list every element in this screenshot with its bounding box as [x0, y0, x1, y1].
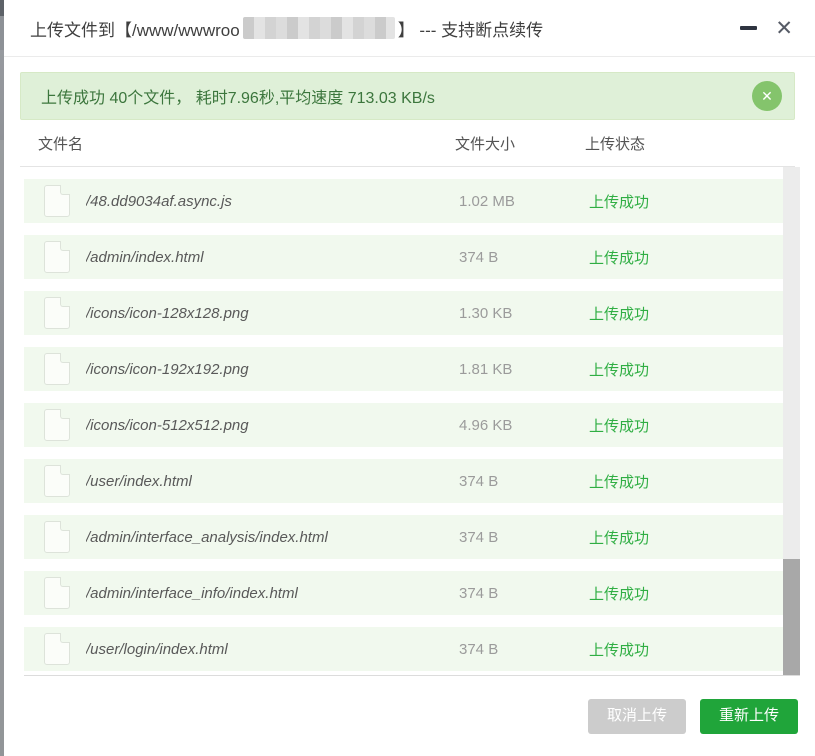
upload-success-banner: 上传成功 40个文件， 耗时7.96秒,平均速度 713.03 KB/s ✕: [20, 72, 795, 120]
file-size: 1.02 MB: [459, 192, 515, 210]
file-name: /user/login/index.html: [86, 640, 228, 658]
file-cell: /admin/interface_analysis/index.html: [24, 521, 459, 553]
dialog-title-prefix: 上传文件到【/www/wwwroo: [30, 20, 240, 40]
file-name: /user/index.html: [86, 472, 192, 490]
file-cell: /admin/interface_info/index.html: [24, 577, 459, 609]
file-table-header: 文件名 文件大小 上传状态: [20, 120, 795, 167]
file-cell: /icons/icon-192x192.png: [24, 353, 459, 385]
table-row: /48.dd9034af.async.js 1.02 MB 上传成功: [24, 179, 783, 223]
file-icon: [44, 185, 70, 217]
banner-close-button[interactable]: ✕: [752, 81, 782, 111]
table-row: /admin/interface_info/index.html 374 B 上…: [24, 571, 783, 615]
window-controls: ✕: [740, 18, 793, 39]
file-icon: [44, 521, 70, 553]
dialog-titlebar: 上传文件到【/www/wwwroo 】 --- 支持断点续传 ✕: [0, 0, 815, 57]
table-row: /admin/index.html 374 B 上传成功: [24, 235, 783, 279]
status-badge: 上传成功: [589, 305, 650, 323]
table-row: /user/index.html 374 B 上传成功: [24, 459, 783, 503]
file-cell: /user/login/index.html: [24, 633, 459, 665]
scrollbar-track[interactable]: [783, 167, 800, 675]
status-badge: 上传成功: [589, 361, 650, 379]
file-size: 4.96 KB: [459, 416, 513, 434]
status-badge: 上传成功: [589, 473, 650, 491]
file-icon: [44, 353, 70, 385]
file-cell: /48.dd9034af.async.js: [24, 185, 459, 217]
file-icon: [44, 241, 70, 273]
file-cell: /user/index.html: [24, 465, 459, 497]
table-row: /admin/interface_analysis/index.html 374…: [24, 515, 783, 559]
table-row: /icons/icon-192x192.png 1.81 KB 上传成功: [24, 347, 783, 391]
status-badge: 上传成功: [589, 193, 650, 211]
status-badge: 上传成功: [589, 249, 650, 267]
dialog-footer: 取消上传 重新上传: [0, 677, 815, 756]
file-icon: [44, 465, 70, 497]
file-size: 374 B: [459, 640, 499, 658]
table-row: /icons/icon-512x512.png 4.96 KB 上传成功: [24, 403, 783, 447]
table-row: /icons/icon-128x128.png 1.30 KB 上传成功: [24, 291, 783, 335]
dialog-title: 上传文件到【/www/wwwroo 】 --- 支持断点续传: [30, 16, 543, 41]
status-badge: 上传成功: [589, 417, 650, 435]
minimize-icon[interactable]: [740, 26, 758, 30]
status-badge: 上传成功: [589, 529, 650, 547]
file-size: 374 B: [459, 528, 499, 546]
header-filesize: 文件大小: [455, 135, 516, 153]
header-filename: 文件名: [38, 135, 84, 153]
file-cell: /icons/icon-512x512.png: [24, 409, 459, 441]
file-name: /icons/icon-512x512.png: [86, 416, 249, 434]
dialog-title-suffix: 】 --- 支持断点续传: [397, 20, 544, 40]
file-size: 1.81 KB: [459, 360, 513, 378]
file-size: 374 B: [459, 472, 499, 490]
file-icon: [44, 633, 70, 665]
file-name: /admin/index.html: [86, 248, 204, 266]
file-cell: /icons/icon-128x128.png: [24, 297, 459, 329]
close-icon[interactable]: ✕: [775, 16, 793, 40]
reupload-button[interactable]: 重新上传: [699, 699, 798, 734]
file-name: /icons/icon-192x192.png: [86, 360, 249, 378]
banner-close-icon: ✕: [761, 87, 773, 104]
file-size: 374 B: [459, 248, 499, 266]
file-icon: [44, 577, 70, 609]
file-list-region: /48.dd9034af.async.js 1.02 MB 上传成功 /admi…: [24, 167, 800, 676]
file-icon: [44, 409, 70, 441]
file-icon: [44, 297, 70, 329]
cancel-upload-button[interactable]: 取消上传: [587, 699, 686, 734]
file-name: /48.dd9034af.async.js: [86, 192, 232, 210]
scrollbar-thumb[interactable]: [783, 559, 800, 675]
status-badge: 上传成功: [589, 641, 650, 659]
background-page-edge: [0, 0, 4, 756]
file-size: 1.30 KB: [459, 304, 513, 322]
file-name: /admin/interface_analysis/index.html: [86, 528, 328, 546]
file-name: /admin/interface_info/index.html: [86, 584, 298, 602]
file-size: 374 B: [459, 584, 499, 602]
file-cell: /admin/index.html: [24, 241, 459, 273]
file-name: /icons/icon-128x128.png: [86, 304, 249, 322]
redacted-path-mosaic: [242, 17, 395, 39]
status-badge: 上传成功: [589, 585, 650, 603]
upload-success-message: 上传成功 40个文件， 耗时7.96秒,平均速度 713.03 KB/s: [41, 90, 435, 107]
header-upload-status: 上传状态: [585, 135, 646, 153]
file-list: /48.dd9034af.async.js 1.02 MB 上传成功 /admi…: [24, 179, 783, 671]
table-row: /user/login/index.html 374 B 上传成功: [24, 627, 783, 671]
